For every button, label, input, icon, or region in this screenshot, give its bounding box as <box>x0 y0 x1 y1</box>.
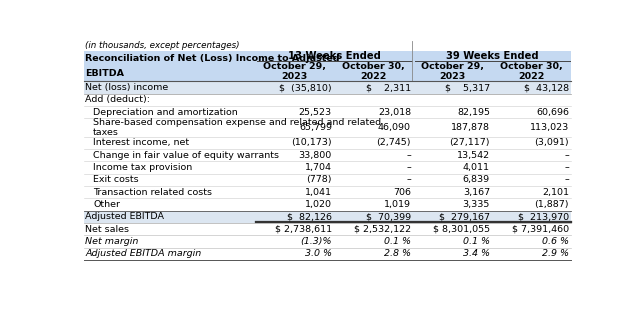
Text: 1,019: 1,019 <box>384 200 411 209</box>
Text: 39 Weeks Ended: 39 Weeks Ended <box>446 51 539 61</box>
Text: $  43,128: $ 43,128 <box>524 83 569 92</box>
Text: 60,696: 60,696 <box>536 108 569 117</box>
Text: –: – <box>406 163 411 172</box>
Text: Net sales: Net sales <box>85 225 129 234</box>
Text: Interest income, net: Interest income, net <box>93 138 189 147</box>
Text: Transaction related costs: Transaction related costs <box>93 188 212 197</box>
Text: $ 8,301,055: $ 8,301,055 <box>433 225 490 234</box>
Text: 706: 706 <box>393 188 411 197</box>
Text: 113,023: 113,023 <box>530 123 569 132</box>
Text: 3.0 %: 3.0 % <box>305 249 332 258</box>
Text: (10,173): (10,173) <box>291 138 332 147</box>
Text: $    2,311: $ 2,311 <box>366 83 411 92</box>
Text: October 29,
2023: October 29, 2023 <box>263 62 326 81</box>
Text: Net margin: Net margin <box>85 237 139 246</box>
Text: Change in fair value of equity warrants: Change in fair value of equity warrants <box>93 151 279 160</box>
Text: October 29,
2023: October 29, 2023 <box>421 62 484 81</box>
Bar <box>84 211 572 223</box>
Text: (27,117): (27,117) <box>449 138 490 147</box>
Text: $  (35,810): $ (35,810) <box>279 83 332 92</box>
Text: (778): (778) <box>307 175 332 184</box>
Text: taxes: taxes <box>93 128 119 137</box>
Text: 0.6 %: 0.6 % <box>542 237 569 246</box>
Text: 1,704: 1,704 <box>305 163 332 172</box>
Text: 2.8 %: 2.8 % <box>384 249 411 258</box>
Text: –: – <box>406 151 411 160</box>
Text: $  213,970: $ 213,970 <box>518 212 569 221</box>
Text: 6,839: 6,839 <box>463 175 490 184</box>
Text: 187,878: 187,878 <box>451 123 490 132</box>
Text: 2.9 %: 2.9 % <box>542 249 569 258</box>
Text: Add (deduct):: Add (deduct): <box>85 95 150 104</box>
Text: (1.3)%: (1.3)% <box>300 237 332 246</box>
Text: Other: Other <box>93 200 120 209</box>
Text: Reconciliation of Net (Loss) Income to Adjusted: Reconciliation of Net (Loss) Income to A… <box>85 54 340 63</box>
Text: 4,011: 4,011 <box>463 163 490 172</box>
Text: –: – <box>564 151 569 160</box>
Text: (2,745): (2,745) <box>376 138 411 147</box>
Text: $  70,399: $ 70,399 <box>366 212 411 221</box>
Bar <box>84 41 572 51</box>
Text: $ 2,532,122: $ 2,532,122 <box>354 225 411 234</box>
Text: –: – <box>564 175 569 184</box>
Text: $ 2,738,611: $ 2,738,611 <box>275 225 332 234</box>
Text: 3.4 %: 3.4 % <box>463 249 490 258</box>
Text: 33,800: 33,800 <box>299 151 332 160</box>
Bar <box>84 51 572 81</box>
Text: Income tax provision: Income tax provision <box>93 163 193 172</box>
Text: $    5,317: $ 5,317 <box>445 83 490 92</box>
Text: –: – <box>406 175 411 184</box>
Text: 1,020: 1,020 <box>305 200 332 209</box>
Text: Net (loss) income: Net (loss) income <box>85 83 169 92</box>
Text: 1,041: 1,041 <box>305 188 332 197</box>
Text: $ 7,391,460: $ 7,391,460 <box>512 225 569 234</box>
Text: 13 Weeks Ended: 13 Weeks Ended <box>288 51 381 61</box>
Text: 46,090: 46,090 <box>378 123 411 132</box>
Bar <box>84 81 572 94</box>
Text: 25,523: 25,523 <box>299 108 332 117</box>
Text: (3,091): (3,091) <box>534 138 569 147</box>
Text: 0.1 %: 0.1 % <box>384 237 411 246</box>
Text: 23,018: 23,018 <box>378 108 411 117</box>
Text: Depreciation and amortization: Depreciation and amortization <box>93 108 238 117</box>
Text: Share-based compensation expense and related and related: Share-based compensation expense and rel… <box>93 118 381 127</box>
Text: 3,167: 3,167 <box>463 188 490 197</box>
Text: 13,542: 13,542 <box>457 151 490 160</box>
Text: Exit costs: Exit costs <box>93 175 139 184</box>
Text: –: – <box>564 163 569 172</box>
Text: $  279,167: $ 279,167 <box>439 212 490 221</box>
Text: 2,101: 2,101 <box>542 188 569 197</box>
Text: Adjusted EBITDA margin: Adjusted EBITDA margin <box>85 249 202 258</box>
Text: EBITDA: EBITDA <box>85 69 124 78</box>
Text: October 30,
2022: October 30, 2022 <box>342 62 405 81</box>
Text: (1,887): (1,887) <box>534 200 569 209</box>
Text: 3,335: 3,335 <box>463 200 490 209</box>
Text: $  82,126: $ 82,126 <box>287 212 332 221</box>
Text: 0.1 %: 0.1 % <box>463 237 490 246</box>
Text: 82,195: 82,195 <box>457 108 490 117</box>
Text: October 30,
2022: October 30, 2022 <box>500 62 563 81</box>
Text: 65,799: 65,799 <box>299 123 332 132</box>
Text: (in thousands, except percentages): (in thousands, except percentages) <box>85 41 240 50</box>
Text: Adjusted EBITDA: Adjusted EBITDA <box>85 212 164 221</box>
